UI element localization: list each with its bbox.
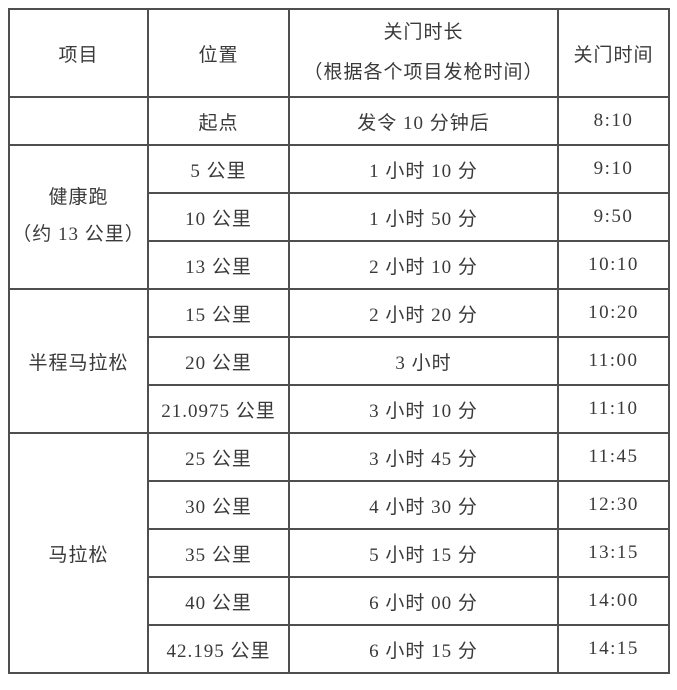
- project-note: （约 13 公里）: [12, 224, 145, 245]
- cell-close-time: 13:15: [557, 528, 670, 578]
- cell-duration: 2 小时 10 分: [288, 240, 559, 290]
- cell-location: 21.0975 公里: [147, 384, 290, 434]
- header-close-time: 关门时间: [557, 8, 670, 98]
- cell-project-empty: [8, 96, 149, 146]
- table-row: 35 公里 5 小时 15 分 13:15: [9, 528, 670, 578]
- table-row: 健康跑 （约 13 公里） 5 公里 1 小时 10 分 9:10: [8, 144, 670, 290]
- cell-close-time: 10:10: [557, 240, 670, 290]
- cell-duration: 2 小时 20 分: [288, 288, 559, 338]
- table-row: 10 公里 1 小时 50 分 9:50: [9, 192, 670, 242]
- cutoff-table: 项目 位置 关门时长 （根据各个项目发枪时间） 关门时间 起点 发令 10 分钟…: [8, 8, 670, 674]
- table-row: 13 公里 2 小时 10 分 10:10: [9, 240, 670, 290]
- table-row: 20 公里 3 小时 11:00: [9, 336, 670, 386]
- cell-close-time: 9:50: [557, 192, 670, 242]
- cell-close-time: 11:45: [557, 432, 670, 482]
- cell-duration: 1 小时 10 分: [288, 144, 559, 194]
- cell-location: 40 公里: [147, 576, 290, 626]
- table-row: 21.0975 公里 3 小时 10 分 11:10: [9, 384, 670, 434]
- cell-location: 42.195 公里: [147, 624, 290, 674]
- cell-close-time: 8:10: [557, 96, 670, 146]
- header-location: 位置: [147, 8, 290, 98]
- cell-duration: 3 小时 10 分: [288, 384, 559, 434]
- cell-duration: 5 小时 15 分: [288, 528, 559, 578]
- header-duration-note: （根据各个项目发枪时间）: [303, 61, 544, 83]
- cell-location: 35 公里: [147, 528, 290, 578]
- cell-duration: 3 小时 45 分: [288, 432, 559, 482]
- header-duration-title: 关门时长: [383, 21, 464, 43]
- table-row: 起点 发令 10 分钟后 8:10: [8, 96, 670, 146]
- header-duration: 关门时长 （根据各个项目发枪时间）: [288, 8, 559, 98]
- table-header-row: 项目 位置 关门时长 （根据各个项目发枪时间） 关门时间: [8, 8, 670, 98]
- cell-close-time: 14:15: [557, 624, 670, 674]
- cell-close-time: 10:20: [557, 288, 670, 338]
- cell-close-time: 11:10: [557, 384, 670, 434]
- cell-project-half-marathon: 半程马拉松: [8, 288, 149, 434]
- cell-location: 30 公里: [147, 480, 290, 530]
- cell-location: 13 公里: [147, 240, 290, 290]
- cell-project-marathon: 马拉松: [8, 432, 149, 674]
- cell-close-time: 12:30: [557, 480, 670, 530]
- table-row: 40 公里 6 小时 00 分 14:00: [9, 576, 670, 626]
- project-name: 健康跑: [48, 187, 109, 209]
- cell-duration: 发令 10 分钟后: [288, 96, 559, 146]
- cell-duration: 3 小时: [288, 336, 559, 386]
- cell-duration: 6 小时 15 分: [288, 624, 559, 674]
- cell-location: 5 公里: [147, 144, 290, 194]
- cell-duration: 6 小时 00 分: [288, 576, 559, 626]
- cell-close-time: 14:00: [557, 576, 670, 626]
- cell-close-time: 9:10: [557, 144, 670, 194]
- cell-location: 25 公里: [147, 432, 290, 482]
- cell-project-health-run: 健康跑 （约 13 公里）: [8, 144, 149, 290]
- header-project: 项目: [8, 8, 149, 98]
- table-row: 30 公里 4 小时 30 分 12:30: [9, 480, 670, 530]
- cell-location: 10 公里: [147, 192, 290, 242]
- cell-location: 起点: [147, 96, 290, 146]
- table-row: 42.195 公里 6 小时 15 分 14:15: [9, 624, 670, 674]
- cell-close-time: 11:00: [557, 336, 670, 386]
- table-row: 半程马拉松 15 公里 2 小时 20 分 10:20: [8, 288, 670, 434]
- table-row: 马拉松 25 公里 3 小时 45 分 11:45: [8, 432, 670, 674]
- cell-duration: 1 小时 50 分: [288, 192, 559, 242]
- cell-location: 20 公里: [147, 336, 290, 386]
- cell-location: 15 公里: [147, 288, 290, 338]
- cell-duration: 4 小时 30 分: [288, 480, 559, 530]
